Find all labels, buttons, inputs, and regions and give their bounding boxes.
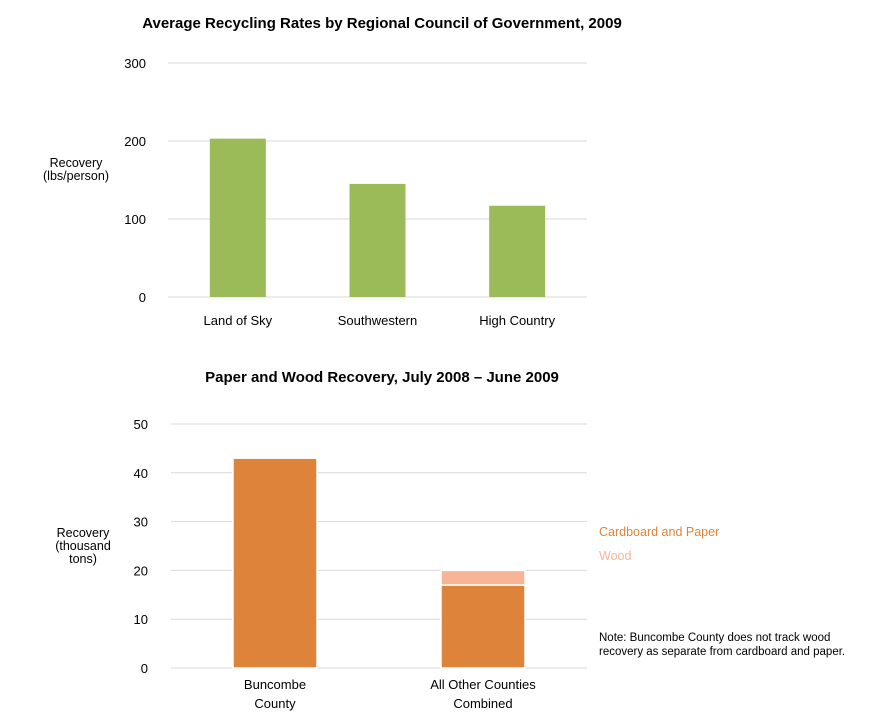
chart1-ylabel-line: Recovery [50,156,104,170]
chart1-ytick-label: 300 [124,56,146,71]
chart2-ylabel-line: (thousand [55,539,111,553]
chart2-ytick-label: 10 [134,612,148,627]
chart1-category-label: Land of Sky [204,313,273,328]
chart2-ytick-label: 30 [134,515,148,530]
chart1-ytick-label: 200 [124,134,146,149]
chart1-bar-high-country [489,205,546,297]
chart1-ylabel: Recovery (lbs/person) [43,156,109,183]
chart1-category-label-line: Southwestern [338,313,418,328]
chart2-category-label-line: Combined [453,696,512,711]
chart1-category-label: Southwestern [338,313,418,328]
chart2-category-label-line: All Other Counties [430,677,536,692]
chart1-ylabel-line: (lbs/person) [43,169,109,183]
chart2-note-line: recovery as separate from cardboard and … [599,646,845,658]
chart1-category-label: High Country [479,313,555,328]
chart1-title: Average Recycling Rates by Regional Coun… [142,15,622,32]
chart2-category-label-line: County [254,696,296,711]
chart2-title: Paper and Wood Recovery, July 2008 – Jun… [205,369,559,386]
chart2-ytick-label: 0 [141,661,148,676]
chart2-category-label: All Other Counties Combined [430,677,536,711]
chart2-category-label-line: Buncombe [244,677,306,692]
chart1-category-label-line: Land of Sky [204,313,273,328]
chart2-bar-segment-cardboard-and-paper [440,584,526,669]
chart2-bar-segment-wood [440,569,526,586]
chart1-ytick-label: 0 [139,290,146,305]
chart2-ytick-label: 50 [134,417,148,432]
chart2-ytick-label: 20 [134,563,148,578]
chart2-ytick-label: 40 [134,466,148,481]
chart2-category-label: Buncombe County [244,677,306,711]
paper-wood-chart: Paper and Wood Recovery, July 2008 – Jun… [55,369,845,711]
chart1-bar-land-of-sky [209,138,266,297]
chart2-ylabel-line: Recovery [57,526,111,540]
chart2-note: Note: Buncombe County does not track woo… [599,632,845,658]
recycling-rates-chart: Average Recycling Rates by Regional Coun… [43,15,622,328]
chart2-bar-segment-cardboard-and-paper [232,457,318,669]
chart1-ytick-label: 100 [124,212,146,227]
chart2-note-line: Note: Buncombe County does not track woo… [599,632,830,644]
chart2-legend-cardboard-and-paper: Cardboard and Paper [599,525,719,539]
chart2-ylabel: Recovery (thousand tons) [55,526,111,566]
chart2-ylabel-line: tons) [69,552,97,566]
chart1-category-label-line: High Country [479,313,555,328]
chart2-legend-wood: Wood [599,549,631,563]
chart1-bar-southwestern [349,183,406,297]
